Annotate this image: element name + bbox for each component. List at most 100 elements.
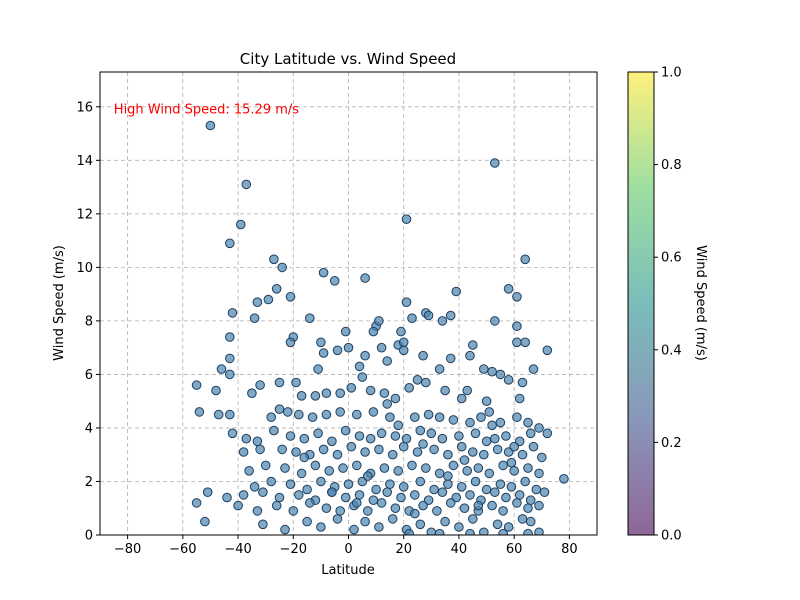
data-point xyxy=(382,356,393,366)
data-point xyxy=(327,436,337,447)
data-point xyxy=(352,409,362,420)
data-point xyxy=(490,433,500,444)
data-point xyxy=(445,353,456,364)
data-point xyxy=(451,286,462,297)
data-point xyxy=(318,444,329,455)
data-point xyxy=(495,369,506,380)
colorbar-tick-label: 0.4 xyxy=(661,343,682,358)
data-point xyxy=(501,431,511,441)
colorbar: 0.0 0.2 0.4 0.6 0.8 1.0 Wind Speed (m/s) xyxy=(627,66,708,544)
data-point xyxy=(523,417,533,428)
data-point xyxy=(269,425,279,436)
data-point xyxy=(233,500,243,511)
data-point xyxy=(418,439,428,449)
data-point xyxy=(274,377,285,388)
data-point xyxy=(376,498,387,508)
data-point xyxy=(310,460,321,471)
data-point xyxy=(338,463,348,473)
data-point xyxy=(528,441,539,452)
data-point xyxy=(534,468,544,479)
data-point xyxy=(517,377,528,388)
data-point xyxy=(459,455,470,465)
data-point xyxy=(241,179,252,190)
data-point xyxy=(559,474,569,484)
x-tick-label: 20 xyxy=(395,542,412,557)
data-point xyxy=(434,468,445,479)
data-point xyxy=(465,490,475,500)
data-point xyxy=(316,476,326,487)
data-point xyxy=(426,428,437,439)
data-point xyxy=(481,436,492,447)
data-point xyxy=(506,457,517,468)
data-point xyxy=(512,337,522,348)
y-tick-label: 4 xyxy=(85,421,93,436)
x-tick-label: −80 xyxy=(114,542,141,557)
data-point xyxy=(227,428,238,439)
data-point xyxy=(343,342,354,353)
data-point xyxy=(236,219,246,230)
data-point xyxy=(343,479,354,490)
data-point xyxy=(335,506,346,516)
data-point xyxy=(404,528,414,535)
colorbar-tick-label: 0.0 xyxy=(661,529,682,544)
data-point xyxy=(473,463,484,473)
grid xyxy=(100,72,597,536)
data-point xyxy=(445,310,456,321)
data-point xyxy=(512,292,522,302)
y-tick-label: 8 xyxy=(85,314,93,329)
data-point xyxy=(299,433,310,444)
data-point xyxy=(470,428,481,439)
data-point xyxy=(363,471,373,481)
data-point xyxy=(492,444,503,455)
colorbar-ticks: 0.0 0.2 0.4 0.6 0.8 1.0 xyxy=(654,66,682,544)
data-point xyxy=(523,463,533,473)
data-point xyxy=(410,412,420,423)
data-point xyxy=(503,522,514,532)
data-point xyxy=(456,393,467,404)
data-point xyxy=(495,417,506,428)
data-point xyxy=(479,449,489,460)
data-point xyxy=(374,444,384,455)
data-point xyxy=(462,466,473,476)
data-point xyxy=(211,385,221,396)
data-point xyxy=(390,503,401,514)
data-point xyxy=(249,482,260,492)
data-point xyxy=(371,484,381,495)
x-tick-label: 40 xyxy=(451,542,468,557)
data-point xyxy=(305,498,315,508)
data-point xyxy=(238,490,249,500)
data-point xyxy=(269,254,279,265)
data-point xyxy=(255,380,265,390)
data-point xyxy=(302,484,312,495)
data-point xyxy=(415,476,426,487)
data-point xyxy=(520,254,531,265)
data-point xyxy=(415,425,426,436)
data-point xyxy=(266,476,277,487)
data-point xyxy=(393,466,404,476)
data-point xyxy=(465,528,475,535)
data-point xyxy=(445,498,456,508)
data-point xyxy=(393,420,404,431)
data-point xyxy=(368,495,379,506)
data-point xyxy=(407,313,417,324)
data-point xyxy=(542,428,553,439)
data-point xyxy=(487,420,497,431)
data-point xyxy=(285,431,296,441)
data-point xyxy=(410,490,420,500)
data-point xyxy=(379,388,390,399)
data-point xyxy=(318,267,329,278)
data-point xyxy=(340,425,351,436)
data-point xyxy=(503,375,514,385)
data-point xyxy=(398,441,409,452)
data-point xyxy=(213,409,224,420)
data-point xyxy=(352,460,362,471)
data-point xyxy=(396,492,406,503)
data-point xyxy=(374,522,384,532)
data-point xyxy=(321,503,332,514)
data-point xyxy=(390,431,401,441)
data-point xyxy=(313,428,323,439)
data-point xyxy=(401,297,412,308)
data-point xyxy=(443,471,453,481)
data-point xyxy=(479,527,489,535)
data-point xyxy=(398,337,409,348)
